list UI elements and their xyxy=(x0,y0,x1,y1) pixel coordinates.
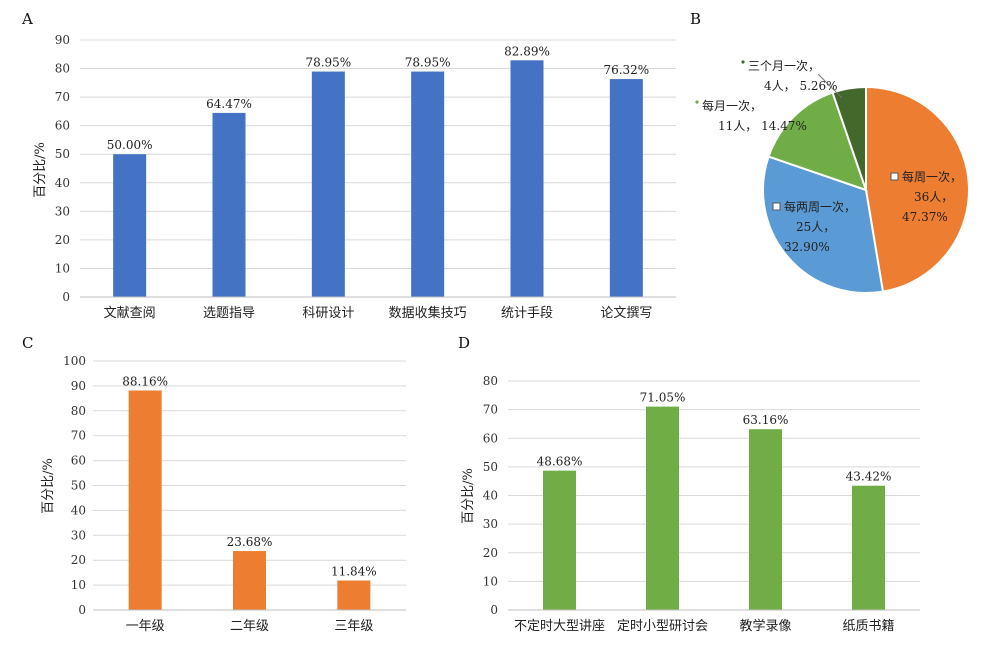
panel-d-value-label: 43.42% xyxy=(846,470,892,484)
panel-c-ytick: 20 xyxy=(71,553,86,567)
panel-c-ytick: 30 xyxy=(71,528,86,542)
panel-b-label-marker xyxy=(695,100,699,104)
panel-c-ytick: 70 xyxy=(71,429,86,443)
panel-b-label-marker xyxy=(890,172,899,181)
panel-d-bar xyxy=(646,406,679,610)
panel-c-category-label: 三年级 xyxy=(334,619,373,634)
panel-d-ytick: 30 xyxy=(483,517,498,531)
panel-d-value-label: 71.05% xyxy=(640,391,686,405)
panel-c-value-label: 88.16% xyxy=(122,374,168,388)
panel-d-category-label: 定时小型研讨会 xyxy=(617,619,708,634)
panel-c-ytick: 60 xyxy=(71,454,86,468)
panel-a-category-label: 文献查阅 xyxy=(104,306,156,321)
panel-b-label-marker xyxy=(772,202,781,211)
panel-a-ytick: 30 xyxy=(55,204,70,218)
panel-c-ytick: 100 xyxy=(63,354,86,368)
panel-c-bar xyxy=(337,580,371,610)
panel-a-ytick: 0 xyxy=(62,290,70,304)
panel-a-value-label: 76.32% xyxy=(603,63,649,77)
panel-d-bar xyxy=(543,470,576,610)
panel-b-pie-slice xyxy=(865,85,970,293)
panel-b-pie-chart: 每周一次， 36人， 47.37% 每两周一次， 25人， 32.90% 每月一次， 11人，… xyxy=(695,59,970,294)
panel-c-ytick: 90 xyxy=(71,379,86,393)
panel-d-ytick: 60 xyxy=(483,431,498,445)
panel-b-pie-slice xyxy=(831,85,867,191)
panel-c-ytick: 80 xyxy=(71,404,86,418)
panel-a-ytick: 20 xyxy=(55,233,70,247)
panel-a-ytick: 80 xyxy=(55,62,70,76)
panel-b-pie-slice xyxy=(767,91,868,192)
panel-a-category-label: 论文撰写 xyxy=(600,306,652,321)
panel-label-c: C xyxy=(22,334,33,352)
panel-a-ytick: 90 xyxy=(55,33,70,47)
panel-d-ytick: 40 xyxy=(483,489,498,503)
panel-d-ytick: 80 xyxy=(483,374,498,388)
panel-b-leader-line xyxy=(817,73,843,99)
panel-c-ylabel: 百分比/% xyxy=(41,458,56,514)
panel-d-bar xyxy=(749,429,782,610)
panel-label-d: D xyxy=(458,334,470,352)
panel-c-ytick: 0 xyxy=(78,603,86,617)
panel-d-category-label: 教学录像 xyxy=(739,618,791,634)
panel-c-bar-chart: 0 10 20 30 40 50 60 70 80 90 100 88.16% 一年级 23.68% 二年级… xyxy=(63,354,406,634)
panel-c-category-label: 一年级 xyxy=(126,619,165,634)
panel-label-b: B xyxy=(690,10,701,28)
panel-a-value-label: 64.47% xyxy=(206,97,252,111)
panel-b-label-marker xyxy=(741,60,745,64)
panel-a-ytick: 70 xyxy=(55,90,70,104)
panel-label-a: A xyxy=(21,10,33,28)
panel-d-category-label: 纸质书籍 xyxy=(842,618,894,634)
panel-a-category-label: 统计手段 xyxy=(501,306,553,321)
panel-d-category-label: 不定时大型讲座 xyxy=(514,619,605,634)
panel-a-category-label: 数据收集技巧 xyxy=(389,305,467,321)
panel-a-ytick: 50 xyxy=(55,147,70,161)
panel-b-slice-label: 每两周一次， 25人， 32.90% xyxy=(784,199,856,254)
panel-a-bar xyxy=(113,154,147,297)
panel-a-ytick: 60 xyxy=(55,119,70,133)
panel-b-slice-label: 每周一次， 36人， 47.37% xyxy=(902,169,962,224)
panel-c-value-label: 23.68% xyxy=(227,535,273,549)
panel-a-ylabel: 百分比/% xyxy=(33,142,48,198)
panel-d-value-label: 63.16% xyxy=(743,413,789,427)
panel-d-value-label: 48.68% xyxy=(537,455,583,469)
panel-b-pie-slice xyxy=(762,155,885,294)
panel-a-category-label: 科研设计 xyxy=(302,306,354,321)
panel-d-ytick: 70 xyxy=(483,403,498,417)
panel-a-value-label: 82.89% xyxy=(504,44,550,58)
panel-a-ytick: 40 xyxy=(55,176,70,190)
panel-a-value-label: 50.00% xyxy=(107,138,153,152)
panel-c-category-label: 二年级 xyxy=(230,619,269,634)
panel-a-bar xyxy=(609,79,643,298)
panel-c-ytick: 40 xyxy=(71,503,86,517)
panel-d-ytick: 50 xyxy=(483,460,498,474)
panel-a-bar-chart: 0 10 20 30 40 50 60 70 80 90 50.00% 文献查阅 64.47% 选题指导 7… xyxy=(55,33,676,321)
panel-a-value-label: 78.95% xyxy=(405,56,451,70)
panel-c-value-label: 11.84% xyxy=(331,565,377,579)
panel-d-ylabel: 百分比/% xyxy=(461,468,476,524)
panel-c-bar xyxy=(233,551,266,610)
panel-c-ytick: 50 xyxy=(71,479,86,493)
panel-a-bar xyxy=(411,71,445,297)
panel-b-slice-label: 每月一次， 11人， 14.47% xyxy=(702,98,807,133)
panel-d-ytick: 20 xyxy=(483,546,498,560)
panel-a-bar xyxy=(212,112,246,297)
panel-d-ytick: 0 xyxy=(490,603,498,617)
panel-a-ytick: 10 xyxy=(55,261,70,275)
panel-c-bar xyxy=(128,390,162,610)
panel-c-ytick: 10 xyxy=(71,578,86,592)
panel-d-bar-chart: 0 10 20 30 40 50 60 70 80 48.68% 不定时大型讲座 71.05% 定时小型… xyxy=(483,374,920,634)
panel-a-category-label: 选题指导 xyxy=(203,306,255,321)
panel-d-ytick: 10 xyxy=(483,574,498,588)
panel-a-bar xyxy=(311,71,345,297)
panel-b-slice-label: 三个月一次， 4人， 5.26% xyxy=(748,59,838,93)
panel-d-bar xyxy=(852,485,885,610)
panel-a-bar xyxy=(510,60,544,297)
panel-a-value-label: 78.95% xyxy=(305,56,351,70)
